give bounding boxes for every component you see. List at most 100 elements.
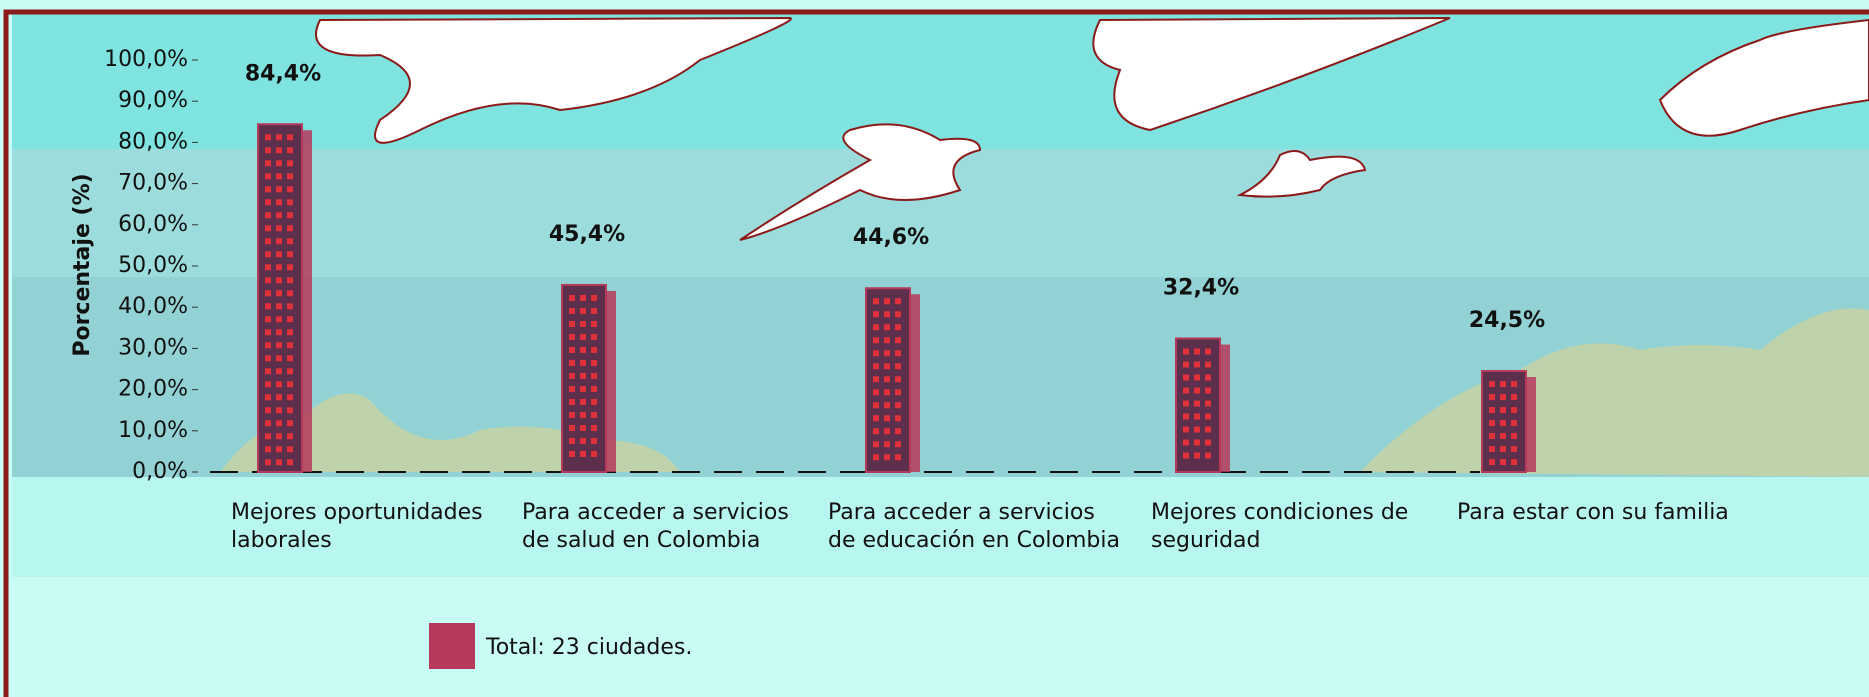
bar-window <box>265 290 271 297</box>
x-tick-label: Para acceder a servicios de educación en… <box>828 500 1120 553</box>
bar-side <box>910 294 920 472</box>
bar-window <box>1183 426 1189 433</box>
bar-window <box>884 337 890 344</box>
x-tick-label: Mejores oportunidades laborales <box>231 500 483 553</box>
bar-window <box>591 346 597 353</box>
bar-window <box>569 372 575 379</box>
bar-window <box>591 294 597 301</box>
bar-window <box>569 411 575 418</box>
bar-window <box>580 385 586 392</box>
bar-window <box>873 415 879 422</box>
bar-window <box>1194 439 1200 446</box>
bar-window <box>276 342 282 349</box>
bar-window <box>895 324 901 331</box>
bar-window <box>1205 452 1211 459</box>
bar-window <box>1205 361 1211 368</box>
bar-window <box>884 324 890 331</box>
bar-window <box>265 186 271 193</box>
bar-window <box>884 311 890 318</box>
bar-window <box>265 160 271 167</box>
bar-window <box>265 199 271 206</box>
bar-window <box>1194 361 1200 368</box>
bar-window <box>265 420 271 427</box>
bar-window <box>873 389 879 396</box>
bar-window <box>1205 426 1211 433</box>
bar <box>257 123 303 473</box>
bar-window <box>265 381 271 388</box>
bar-window <box>276 160 282 167</box>
bar-window <box>884 350 890 357</box>
bar-window <box>1511 381 1517 388</box>
ground-band <box>12 477 1869 577</box>
bar-window <box>884 298 890 305</box>
bar-window <box>265 394 271 401</box>
cloud <box>1658 18 1869 137</box>
bar-window <box>265 303 271 310</box>
bar-window <box>276 251 282 258</box>
bar-window <box>1194 374 1200 381</box>
bar-window <box>580 307 586 314</box>
bar-window <box>287 368 293 375</box>
bar-window <box>569 294 575 301</box>
bar-window <box>1194 426 1200 433</box>
bar-window <box>1500 420 1506 427</box>
bar-window <box>1194 400 1200 407</box>
bar-window <box>895 363 901 370</box>
bar-side <box>1220 344 1230 472</box>
y-tick-label: 90,0% <box>118 88 188 113</box>
bar-window <box>287 446 293 453</box>
bar-window <box>591 372 597 379</box>
value-label: 84,4% <box>245 61 321 86</box>
bar-window <box>1183 439 1189 446</box>
bar-window <box>1489 420 1495 427</box>
bar-window <box>1205 439 1211 446</box>
y-tick-label: 70,0% <box>118 171 188 196</box>
bar-window <box>569 437 575 444</box>
bar-window <box>1489 407 1495 414</box>
bar-window <box>1489 381 1495 388</box>
bar-window <box>276 394 282 401</box>
bar-window <box>895 376 901 383</box>
bar-window <box>895 402 901 409</box>
bar-window <box>873 324 879 331</box>
bar-window <box>1183 361 1189 368</box>
bar-window <box>287 251 293 258</box>
bar-window <box>873 311 879 318</box>
bar-window <box>276 329 282 336</box>
bar-window <box>287 303 293 310</box>
bar-window <box>1194 348 1200 355</box>
bar-window <box>1500 407 1506 414</box>
bar-window <box>895 337 901 344</box>
bar-window <box>873 428 879 435</box>
bar-window <box>569 385 575 392</box>
bar-window <box>884 363 890 370</box>
bar-window <box>569 398 575 405</box>
bar-window <box>895 311 901 318</box>
bar-window <box>287 134 293 141</box>
bar-window <box>1205 400 1211 407</box>
bar-window <box>276 238 282 245</box>
bar-window <box>276 264 282 271</box>
bar-window <box>265 238 271 245</box>
bar-window <box>287 264 293 271</box>
bar-window <box>569 450 575 457</box>
bar-window <box>287 212 293 219</box>
bar-window <box>895 389 901 396</box>
bar-window <box>1489 433 1495 440</box>
bar-window <box>884 402 890 409</box>
cloud <box>739 123 982 241</box>
bar-window <box>591 398 597 405</box>
bar-window <box>276 407 282 414</box>
bar-window <box>265 134 271 141</box>
x-tick-label: Para acceder a servicios de salud en Col… <box>522 500 789 553</box>
bar-window <box>287 238 293 245</box>
bar-window <box>265 316 271 323</box>
bar-window <box>287 173 293 180</box>
cloud <box>315 16 792 144</box>
value-label: 44,6% <box>853 225 929 250</box>
bar-window <box>265 342 271 349</box>
bar-window <box>276 420 282 427</box>
bar-window <box>873 363 879 370</box>
bar-window <box>1183 452 1189 459</box>
bar-window <box>569 359 575 366</box>
